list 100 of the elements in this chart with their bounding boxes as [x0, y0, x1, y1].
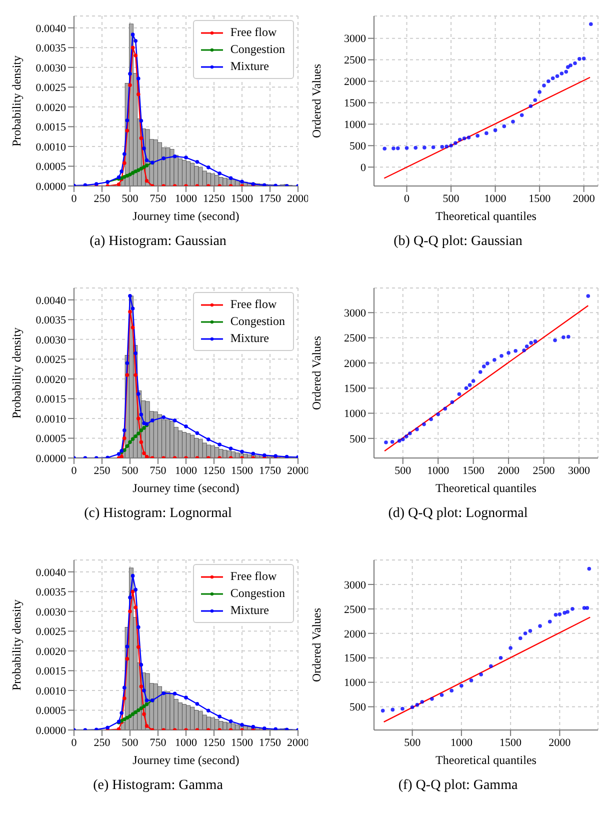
legend-label: Mixture	[230, 603, 269, 618]
x-tick-label: 2000	[498, 464, 520, 477]
legend-label: Free flow	[230, 297, 277, 312]
x-tick-label: 1000	[484, 192, 507, 205]
y-tick-label: 1500	[344, 652, 366, 665]
y-tick-label: 0.0020	[36, 646, 66, 658]
legend-label: Free flow	[230, 25, 277, 40]
y-tick-label: 0.0030	[36, 62, 66, 74]
y-tick-label: 0.0035	[36, 586, 66, 599]
x-tick-label: 1000	[175, 736, 198, 749]
y-tick-label: 0.0015	[36, 666, 66, 678]
y-tick-label: 1000	[344, 408, 366, 420]
x-tick-label: 750	[150, 736, 167, 749]
x-tick-label: 250	[94, 736, 111, 749]
x-axis-title: Journey time (second)	[132, 753, 240, 767]
y-tick-label: 500	[350, 433, 366, 446]
x-tick-label: 0	[71, 192, 78, 205]
y-tick-label: 0.0005	[36, 433, 66, 446]
y-tick-label: 0.0040	[36, 22, 66, 35]
x-tick-label: 1500	[231, 736, 254, 749]
text: (f) Q-Q plot: Gamma	[397, 778, 519, 795]
y-tick-label: 3000	[344, 33, 366, 46]
x-tick-label: 750	[150, 192, 167, 205]
x-tick-label: 1500	[528, 192, 552, 205]
y-tick-label: 1500	[344, 98, 366, 110]
y-tick-label: 0.0035	[36, 314, 66, 327]
legend-label: Free flow	[230, 569, 277, 584]
x-tick-label: 0	[71, 736, 78, 749]
y-tick-label: 0.0030	[36, 334, 66, 346]
y-tick-label: 0.0025	[36, 354, 66, 366]
y-tick-label: 0.0010	[36, 141, 66, 154]
y-tick-label: 2000	[344, 628, 366, 640]
y-tick-label: 1000	[344, 119, 366, 132]
y-tick-label: 0.0035	[36, 42, 66, 55]
y-tick-label: 0.0000	[36, 452, 66, 465]
x-tick-label: 0	[404, 192, 410, 205]
y-tick-label: 0.0025	[36, 626, 66, 638]
legend-label: Mixture	[230, 59, 269, 74]
x-tick-label: 1000	[427, 464, 450, 477]
x-tick-label: 1500	[500, 736, 522, 749]
y-tick-label: 0	[360, 162, 366, 174]
x-axis-title: Journey time (second)	[132, 209, 240, 223]
x-tick-label: 1750	[259, 736, 282, 749]
y-tick-label: 0.0010	[36, 685, 66, 698]
y-tick-label: 2000	[344, 358, 366, 370]
x-tick-label: 250	[94, 464, 111, 477]
y-axis-title: Probability density	[9, 600, 24, 690]
y-tick-label: 1000	[344, 677, 366, 690]
y-tick-label: 0.0005	[36, 705, 66, 718]
y-axis-title: Ordered Values	[309, 64, 324, 138]
x-axis-title: Journey time (second)	[132, 481, 240, 495]
legend-label: Congestion	[230, 314, 285, 329]
x-tick-label: 2500	[532, 464, 556, 477]
x-tick-label: 2000	[548, 736, 572, 749]
y-tick-label: 0.0040	[36, 294, 66, 307]
text: (e) Histogram: Gamma	[92, 778, 224, 795]
x-tick-label: 1500	[462, 464, 485, 477]
text: (b) Q-Q plot: Gaussian	[392, 234, 524, 251]
x-tick-label: 2000	[572, 192, 596, 205]
text: (d) Q-Q plot: Lognormal	[387, 506, 529, 523]
x-tick-label: 1500	[231, 464, 254, 477]
y-axis-title: Ordered Values	[309, 608, 324, 682]
x-tick-label: 500	[122, 192, 139, 205]
legend-label: Mixture	[230, 331, 269, 346]
x-axis-title: Theoretical quantiles	[436, 209, 537, 223]
legend-label: Congestion	[230, 42, 285, 57]
y-tick-label: 2000	[344, 76, 366, 88]
x-tick-label: 1750	[259, 464, 282, 477]
x-tick-label: 1250	[203, 464, 226, 477]
y-tick-label: 0.0005	[36, 161, 66, 174]
y-tick-label: 0.0010	[36, 413, 66, 426]
x-tick-label: 1000	[175, 464, 198, 477]
y-tick-label: 0.0000	[36, 724, 66, 737]
legend-label: Congestion	[230, 586, 285, 601]
x-tick-label: 3000	[568, 464, 590, 477]
y-tick-label: 2500	[344, 54, 366, 67]
y-tick-label: 0.0030	[36, 606, 66, 618]
y-tick-label: 3000	[344, 579, 366, 592]
x-tick-label: 500	[122, 464, 139, 477]
y-tick-label: 0.0025	[36, 82, 66, 94]
x-tick-label: 1000	[175, 192, 198, 205]
x-tick-label: 1250	[203, 736, 226, 749]
x-tick-label: 0	[71, 464, 78, 477]
y-axis-title: Ordered Values	[309, 336, 324, 410]
y-axis-title: Probability density	[9, 328, 24, 418]
text: (a) Histogram: Gaussian	[88, 234, 228, 251]
x-tick-label: 250	[94, 192, 111, 205]
x-tick-label: 1000	[450, 736, 473, 749]
y-tick-label: 2500	[344, 332, 366, 345]
y-tick-label: 500	[350, 702, 366, 714]
x-tick-label: 500	[394, 464, 412, 477]
y-tick-label: 0.0040	[36, 566, 66, 579]
x-tick-label: 500	[442, 192, 460, 205]
y-tick-label: 500	[350, 140, 366, 153]
x-tick-label: 750	[150, 464, 167, 477]
text: (c) Histogram: Lognormal	[83, 506, 233, 523]
x-tick-label: 1750	[259, 192, 282, 205]
x-axis-title: Theoretical quantiles	[436, 753, 537, 767]
y-tick-label: 1500	[344, 382, 366, 395]
y-tick-label: 3000	[344, 308, 366, 320]
